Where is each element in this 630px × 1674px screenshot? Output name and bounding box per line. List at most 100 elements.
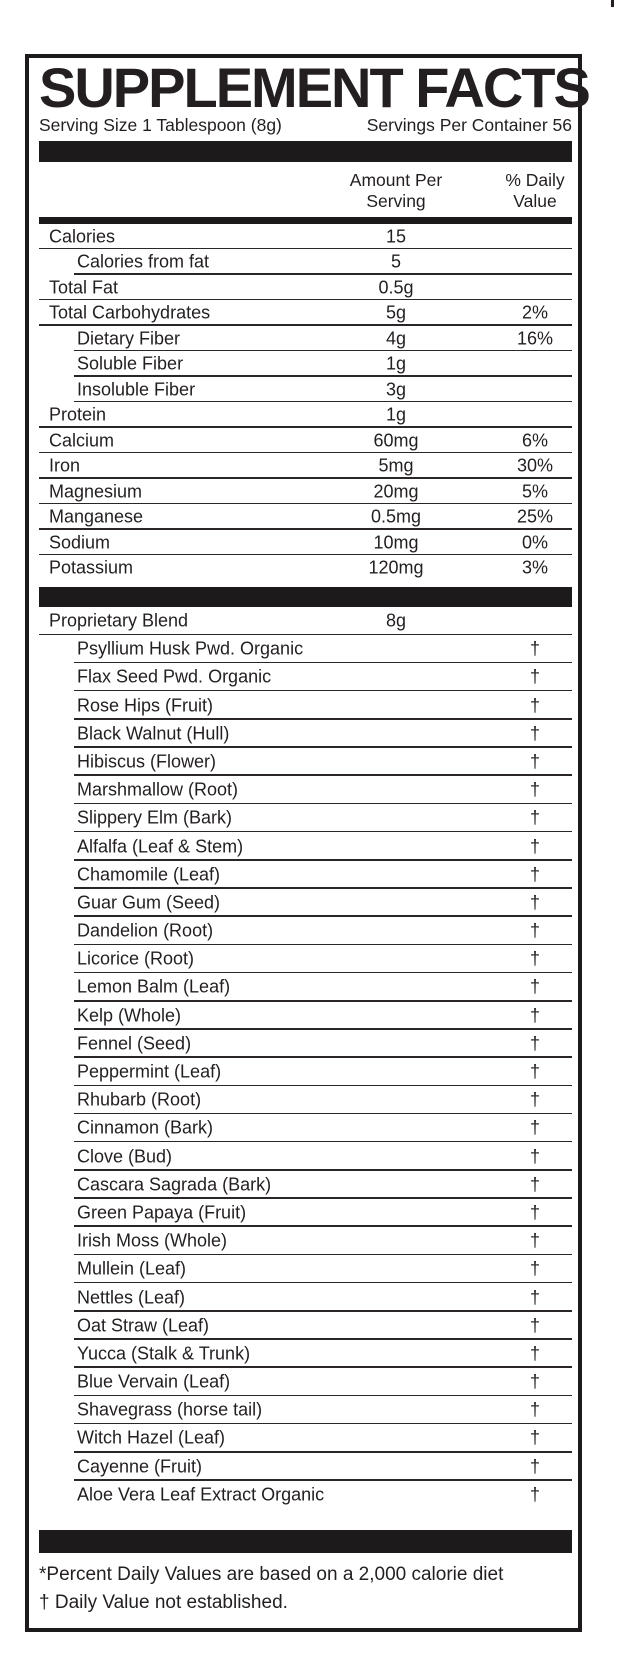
row-divider xyxy=(39,426,572,428)
amount-value: 8g xyxy=(385,610,407,631)
daily-value: 3% xyxy=(521,557,548,578)
daily-value: † xyxy=(529,1033,540,1054)
row-divider xyxy=(74,1169,572,1171)
row-divider xyxy=(74,830,572,833)
ingredient-label: Sodium xyxy=(49,532,111,553)
ingredient-label: Hibiscus (Flower) xyxy=(77,751,217,772)
ingredient-label: Dietary Fiber xyxy=(77,328,181,349)
row-divider xyxy=(74,1084,572,1087)
daily-value: † xyxy=(529,892,540,913)
blend-ingredient-row: Green Papaya (Fruit) † xyxy=(39,1199,572,1228)
ingredient-label: Alfalfa (Leaf & Stem) xyxy=(77,836,244,856)
row-divider xyxy=(74,1366,572,1368)
daily-value: † xyxy=(529,1117,540,1138)
blend-ingredient-row: Shavegrass (horse tail) † xyxy=(39,1396,572,1425)
row-divider xyxy=(74,802,572,805)
row-divider xyxy=(39,451,572,454)
daily-value: † xyxy=(529,1146,540,1167)
ingredient-label: Blue Vervain (Leaf) xyxy=(77,1371,231,1392)
blend-ingredient-row: Blue Vervain (Leaf) † xyxy=(39,1368,572,1397)
amount-value: 60mg xyxy=(373,430,419,451)
row-divider xyxy=(74,273,572,275)
ingredient-label: Nettles (Leaf) xyxy=(77,1287,186,1307)
nutrient-row: Soluble Fiber 1g xyxy=(39,351,572,377)
column-header-percent-daily-value: % Daily Value xyxy=(505,169,565,211)
ingredient-label: Slippery Elm (Bark) xyxy=(77,807,233,828)
supplement-facts-panel: SUPPLEMENT FACTS Serving Size 1 Tablespo… xyxy=(25,54,591,1632)
blend-ingredient-row: Cayenne (Fruit) † xyxy=(39,1453,572,1481)
amount-value: 5mg xyxy=(378,455,414,476)
blend-ingredient-row: Lemon Balm (Leaf) † xyxy=(39,973,572,1002)
ingredient-label: Dandelion (Root) xyxy=(77,920,214,941)
row-divider xyxy=(74,1479,572,1481)
row-divider xyxy=(74,1310,572,1312)
row-divider xyxy=(74,1197,572,1199)
row-divider xyxy=(74,1422,572,1425)
nutrient-row: Magnesium 20mg 5% xyxy=(39,479,572,505)
column-header-amount-per-serving: Amount Per Serving xyxy=(349,169,443,211)
servings-per-container-text: Servings Per Container 56 xyxy=(366,114,572,135)
blend-ingredient-row: Flax Seed Pwd. Organic † xyxy=(39,663,572,692)
ingredient-label: Rhubarb (Root) xyxy=(77,1089,202,1110)
footnotes: *Percent Daily Values are based on a 2,0… xyxy=(39,1561,572,1618)
row-divider xyxy=(74,1140,572,1143)
blend-ingredient-row: Cascara Sagrada (Bark) † xyxy=(39,1171,572,1199)
daily-value: 25% xyxy=(516,506,554,527)
blend-ingredient-row: Yucca (Stalk & Trunk) † xyxy=(39,1340,572,1368)
daily-value: † xyxy=(529,1202,540,1223)
row-divider xyxy=(39,324,572,326)
blend-ingredient-row: Nettles (Leaf) † xyxy=(39,1283,572,1312)
daily-value: † xyxy=(529,1427,540,1448)
daily-value: † xyxy=(529,638,540,659)
ingredient-label: Flax Seed Pwd. Organic xyxy=(77,666,272,687)
nutrient-row: Calories 15 xyxy=(39,224,572,250)
amount-value: 5 xyxy=(390,251,401,272)
ingredient-label: Peppermint (Leaf) xyxy=(77,1061,222,1082)
daily-value: † xyxy=(529,1061,540,1082)
blend-ingredient-row: Proprietary Blend 8g xyxy=(39,607,572,636)
amount-value: 15 xyxy=(385,226,407,247)
ingredient-label: Psyllium Husk Pwd. Organic xyxy=(77,638,304,659)
row-divider xyxy=(74,689,572,692)
ingredient-label: Cayenne (Fruit) xyxy=(77,1456,203,1477)
daily-value: † xyxy=(529,1456,540,1477)
ingredient-label: Licorice (Root) xyxy=(77,948,195,969)
row-divider xyxy=(74,1056,572,1058)
ingredient-label: Clove (Bud) xyxy=(77,1146,173,1167)
ingredient-label: Potassium xyxy=(49,557,134,578)
daily-value: 16% xyxy=(516,328,554,349)
row-divider xyxy=(74,999,572,1002)
daily-value: 5% xyxy=(521,481,548,502)
divider-bar-blend xyxy=(39,586,572,607)
ingredient-label: Yucca (Stalk & Trunk) xyxy=(77,1343,251,1364)
ingredient-label: Green Papaya (Fruit) xyxy=(77,1202,247,1223)
row-divider xyxy=(74,661,572,664)
row-divider xyxy=(74,915,572,917)
daily-value: † xyxy=(529,1315,540,1336)
daily-value: † xyxy=(529,920,540,941)
ingredient-label: Fennel (Seed) xyxy=(77,1033,192,1054)
row-divider xyxy=(74,1450,572,1453)
daily-value: † xyxy=(529,1230,540,1251)
ingredient-label: Insoluble Fiber xyxy=(77,379,196,400)
blend-ingredient-row: Guar Gum (Seed) † xyxy=(39,889,572,917)
blend-ingredient-row: Licorice (Root) † xyxy=(39,945,572,974)
ingredient-label: Chamomile (Leaf) xyxy=(77,864,221,885)
nutrient-row: Calories from fat 5 xyxy=(39,249,572,275)
daily-value: † xyxy=(529,1371,540,1392)
nutrient-row: Manganese 0.5mg 25% xyxy=(39,504,572,530)
blend-ingredient-row: Psyllium Husk Pwd. Organic † xyxy=(39,635,572,664)
nutrient-row: Dietary Fiber 4g 16% xyxy=(39,326,572,352)
ingredient-label: Irish Moss (Whole) xyxy=(77,1230,228,1251)
row-divider xyxy=(39,477,572,479)
row-divider xyxy=(74,1253,572,1256)
daily-value: † xyxy=(529,1399,540,1420)
ingredient-label: Marshmallow (Root) xyxy=(77,779,239,800)
divider-bar-footnote xyxy=(39,1529,572,1553)
ingredient-label: Calories from fat xyxy=(77,251,210,272)
blend-ingredient-row: Rose Hips (Fruit) † xyxy=(39,691,572,720)
serving-size-text: Serving Size 1 Tablespoon (8g) xyxy=(39,114,282,135)
daily-value: † xyxy=(529,807,540,828)
amount-value: 20mg xyxy=(373,481,419,502)
panel-title: SUPPLEMENT FACTS xyxy=(39,56,591,119)
